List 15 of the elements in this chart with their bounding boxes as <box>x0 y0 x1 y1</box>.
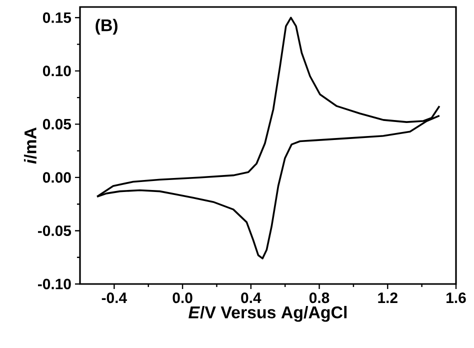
x-tick-label: 1.2 <box>378 292 398 303</box>
x-tick-label: 1.6 <box>446 292 466 304</box>
y-tick-label: 0.05 <box>42 118 72 130</box>
x-tick-label: 0.8 <box>309 292 330 304</box>
annotation: (B) <box>96 18 118 35</box>
y-tick-label: 0.15 <box>42 12 72 23</box>
x-axis-title: E/V Versus Ag/AgCl <box>188 306 347 322</box>
y-tick-label: -0.10 <box>38 278 71 290</box>
x-tick-label: 0.0 <box>172 292 192 304</box>
x-tick-label: 0.4 <box>241 292 262 304</box>
y-axis-title: i/mA <box>24 127 37 164</box>
y-tick-label: 0.10 <box>42 66 71 76</box>
y-tick-label: 0.00 <box>42 172 71 183</box>
x-tick-label: -0.4 <box>102 292 127 304</box>
y-tick-label: -0.05 <box>38 225 72 236</box>
